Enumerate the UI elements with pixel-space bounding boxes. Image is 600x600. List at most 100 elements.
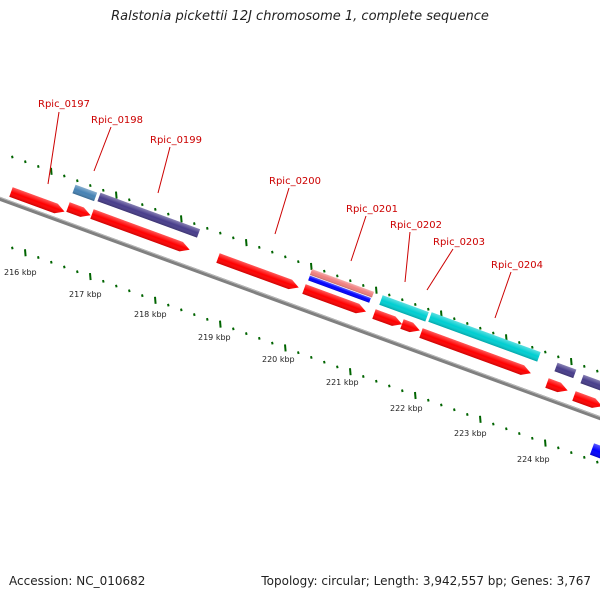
upper-minor-tick (466, 322, 469, 326)
cds-lower-2[interactable] (90, 209, 191, 254)
lower-minor-tick (583, 455, 586, 459)
cds-lower-2-shading (90, 209, 190, 252)
gene-block-right-2[interactable] (580, 374, 600, 394)
upper-major-tick (245, 239, 248, 247)
lower-minor-tick (50, 260, 53, 264)
cds-rpic-0197[interactable] (9, 187, 66, 216)
upper-minor-tick (336, 274, 339, 278)
upper-minor-tick (167, 212, 170, 216)
cds-rpic-0201-blue[interactable] (308, 275, 371, 303)
leader-line (93, 126, 112, 172)
gene-label-rpic-0203[interactable]: Rpic_0203 (433, 237, 485, 248)
gene-block-rpic-0202-shading (379, 295, 429, 322)
gene-block-right-1[interactable] (554, 362, 577, 379)
gene-block-rpic-0198[interactable] (72, 184, 98, 202)
cds-lower-5[interactable] (400, 319, 421, 335)
cds-lower-5-shading (400, 319, 420, 333)
upper-minor-tick (11, 155, 14, 159)
upper-minor-tick (206, 226, 209, 230)
lower-minor-tick (115, 284, 118, 288)
upper-minor-tick (583, 364, 586, 368)
scale-label-224: 224 kbp (517, 455, 550, 464)
gene-block-rpic-0199[interactable] (97, 192, 201, 238)
gene-label-rpic-0204[interactable]: Rpic_0204 (491, 260, 543, 271)
leader-line (350, 215, 367, 262)
upper-tick-track (11, 155, 599, 373)
lower-minor-tick (167, 303, 170, 307)
upper-minor-tick (232, 236, 235, 240)
gene-block-rpic-0203-shading (428, 312, 541, 362)
cds-rpic-0200-shading (216, 253, 299, 290)
gene-block-bottom-right-shading (589, 443, 600, 459)
cds-rpic-0201-blue-shading (308, 275, 371, 303)
upper-minor-tick (323, 269, 326, 273)
upper-minor-tick (63, 174, 66, 178)
upper-major-tick (115, 191, 118, 199)
cds-lower-6[interactable] (419, 328, 532, 378)
cds-rpic-0201-pink[interactable] (309, 269, 375, 298)
lower-minor-tick (518, 432, 521, 436)
scale-label-222: 222 kbp (390, 404, 423, 413)
upper-minor-tick (102, 188, 105, 192)
lower-minor-tick (388, 384, 391, 388)
upper-minor-tick (271, 250, 274, 254)
cds-lower-4[interactable] (372, 309, 404, 329)
scale-label-layer: 216 kbp 217 kbp 218 kbp 219 kbp 220 kbp … (4, 268, 550, 464)
lower-minor-tick (362, 374, 365, 378)
upper-minor-tick (427, 307, 430, 311)
upper-major-tick (50, 167, 53, 175)
cds-lower-1[interactable] (66, 202, 92, 220)
lower-minor-tick (232, 327, 235, 331)
cds-lower-6-shading (419, 328, 531, 375)
lower-major-tick (349, 368, 352, 376)
gene-label-rpic-0197[interactable]: Rpic_0197 (38, 99, 90, 110)
upper-major-tick (570, 358, 573, 366)
lower-major-tick (479, 415, 482, 423)
upper-minor-tick (37, 165, 40, 168)
gene-label-layer: Rpic_0197 Rpic_0198 Rpic_0199 Rpic_0200 … (38, 99, 543, 271)
cds-lower-8-shading (572, 391, 600, 408)
upper-minor-tick (544, 350, 547, 354)
lower-major-tick (24, 249, 27, 257)
gene-block-right-1-shading (554, 362, 577, 379)
label-leaders (47, 111, 512, 319)
leader-line (494, 271, 512, 319)
scale-label-216: 216 kbp (4, 268, 37, 277)
lower-minor-tick (323, 360, 326, 364)
cds-lower-3[interactable] (302, 284, 367, 316)
cds-rpic-0201-pink-shading (309, 269, 375, 298)
cds-lower-3-shading (302, 284, 366, 314)
lower-minor-tick (11, 246, 14, 250)
summary-text: Topology: circular; Length: 3,942,557 bp… (261, 574, 591, 588)
leader-line (157, 146, 171, 194)
lower-minor-tick (505, 427, 508, 431)
gene-block-rpic-0199-shading (97, 192, 201, 238)
gene-label-rpic-0199[interactable]: Rpic_0199 (150, 135, 202, 146)
upper-minor-tick (479, 326, 482, 330)
lower-minor-tick (427, 398, 430, 402)
gene-block-bottom-right[interactable] (589, 443, 600, 459)
lower-minor-tick (557, 446, 560, 450)
upper-minor-tick (284, 255, 287, 259)
leader-line (404, 231, 411, 283)
lower-minor-tick (63, 265, 66, 269)
cds-lower-7[interactable] (545, 378, 569, 395)
upper-minor-tick (401, 298, 404, 302)
gene-block-rpic-0202[interactable] (379, 295, 429, 322)
gene-label-rpic-0201[interactable]: Rpic_0201 (346, 204, 398, 215)
lower-tick-track (11, 246, 599, 464)
lower-minor-tick (271, 341, 274, 345)
upper-minor-tick (258, 245, 261, 249)
upper-major-tick (375, 286, 378, 294)
gene-label-rpic-0198[interactable]: Rpic_0198 (91, 115, 143, 126)
cds-lower-8[interactable] (572, 391, 600, 411)
gene-label-rpic-0200[interactable]: Rpic_0200 (269, 176, 321, 187)
gene-label-rpic-0202[interactable]: Rpic_0202 (390, 220, 442, 231)
lower-minor-tick (466, 413, 469, 417)
cds-rpic-0197-shading (9, 187, 65, 214)
lower-minor-tick (596, 460, 599, 464)
gene-block-rpic-0203[interactable] (428, 312, 541, 362)
cds-rpic-0200[interactable] (216, 253, 300, 292)
scale-label-221: 221 kbp (326, 378, 359, 387)
